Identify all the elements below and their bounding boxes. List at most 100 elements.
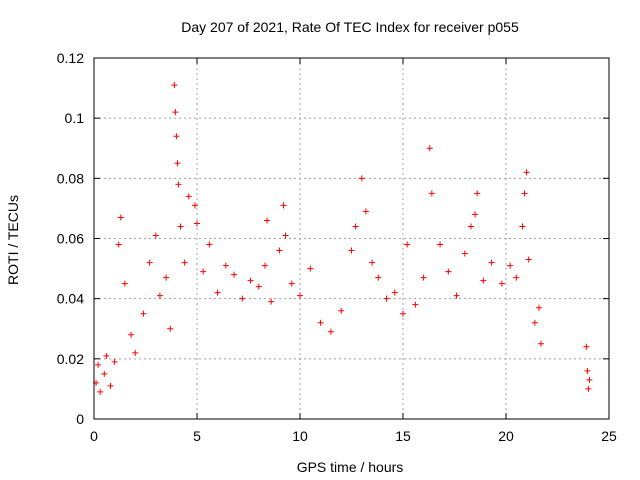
- data-point-marker: [338, 307, 345, 314]
- data-point-marker: [472, 211, 479, 218]
- data-point-marker: [146, 259, 153, 266]
- data-point-marker: [348, 247, 355, 254]
- data-point-marker: [115, 241, 122, 248]
- data-point-marker: [117, 214, 124, 221]
- data-point-marker: [175, 181, 182, 188]
- data-point-marker: [247, 277, 254, 284]
- data-point-marker: [362, 208, 369, 215]
- data-point-marker: [488, 259, 495, 266]
- data-point-marker: [383, 295, 390, 302]
- data-point-marker: [152, 232, 159, 239]
- data-point-marker: [327, 328, 334, 335]
- x-tick-label: 5: [193, 428, 201, 444]
- data-point-marker: [467, 223, 474, 230]
- data-point-marker: [191, 202, 198, 209]
- data-point-marker: [391, 289, 398, 296]
- data-point-marker: [276, 247, 283, 254]
- data-point-marker: [453, 292, 460, 299]
- data-point-marker: [513, 274, 520, 281]
- data-point-marker: [437, 241, 444, 248]
- x-axis-title: GPS time / hours: [297, 459, 404, 475]
- data-point-marker: [103, 352, 110, 359]
- y-tick-label: 0.1: [65, 110, 85, 126]
- data-point-marker: [171, 82, 178, 89]
- data-point-marker: [583, 343, 590, 350]
- grid-lines: [94, 58, 609, 419]
- data-point-marker: [521, 190, 528, 197]
- data-point-marker: [584, 367, 591, 374]
- y-tick-label: 0: [76, 411, 84, 427]
- y-tick-label: 0.04: [57, 291, 84, 307]
- data-point-marker: [231, 271, 238, 278]
- data-point-marker: [261, 262, 268, 269]
- data-points: [93, 82, 593, 395]
- data-point-marker: [111, 358, 118, 365]
- data-point-marker: [404, 241, 411, 248]
- data-point-marker: [307, 265, 314, 272]
- x-tick-label: 10: [292, 428, 308, 444]
- data-point-marker: [297, 292, 303, 299]
- data-point-marker: [156, 292, 163, 299]
- data-point-marker: [420, 274, 427, 281]
- data-point-marker: [206, 241, 213, 248]
- y-tick-labels: 0 0.02 0.04 0.06 0.08 0.1 0.12: [57, 50, 84, 427]
- data-point-marker: [181, 259, 188, 266]
- data-point-marker: [132, 349, 139, 356]
- data-point-marker: [498, 280, 505, 287]
- data-point-marker: [107, 382, 114, 389]
- data-point-marker: [523, 169, 530, 176]
- data-point-marker: [538, 340, 545, 347]
- data-point-marker: [163, 274, 170, 281]
- x-tick-label: 25: [601, 428, 617, 444]
- data-point-marker: [194, 220, 200, 227]
- x-tick-label: 0: [90, 428, 98, 444]
- data-point-marker: [97, 388, 104, 395]
- data-point-marker: [369, 259, 376, 266]
- data-point-marker: [101, 370, 108, 377]
- data-point-marker: [519, 223, 526, 230]
- x-tick-labels: 0 5 10 15 20 25: [90, 428, 617, 444]
- y-tick-label: 0.08: [57, 170, 84, 186]
- data-point-marker: [531, 319, 538, 326]
- y-tick-label: 0.02: [57, 351, 84, 367]
- data-point-marker: [428, 190, 435, 197]
- data-point-marker: [140, 310, 147, 317]
- data-point-marker: [375, 274, 382, 281]
- x-tick-label: 15: [395, 428, 411, 444]
- data-point-marker: [461, 250, 468, 257]
- data-point-marker: [177, 223, 184, 230]
- data-point-marker: [214, 289, 221, 296]
- data-point-marker: [317, 319, 324, 326]
- data-point-marker: [535, 304, 542, 311]
- data-point-marker: [280, 202, 287, 209]
- data-point-marker: [480, 277, 487, 284]
- axis-ticks: [93, 57, 610, 420]
- data-point-marker: [445, 268, 452, 275]
- data-point-marker: [474, 190, 481, 197]
- data-point-marker: [264, 217, 271, 224]
- y-axis-title: ROTI / TECUs: [5, 195, 21, 285]
- data-point-marker: [222, 262, 229, 269]
- data-point-marker: [200, 268, 207, 275]
- data-point-marker: [174, 160, 181, 167]
- data-point-marker: [172, 109, 179, 116]
- data-point-marker: [268, 298, 275, 305]
- data-point-marker: [525, 256, 532, 263]
- data-point-marker: [95, 361, 102, 368]
- y-tick-label: 0.12: [57, 50, 84, 66]
- data-point-marker: [507, 262, 514, 269]
- data-point-marker: [400, 310, 406, 317]
- data-point-marker: [173, 133, 180, 140]
- data-point-marker: [121, 280, 128, 287]
- y-tick-label: 0.06: [57, 231, 84, 247]
- data-point-marker: [412, 301, 419, 308]
- data-point-marker: [167, 325, 174, 332]
- data-point-marker: [426, 145, 433, 152]
- data-point-marker: [185, 193, 192, 200]
- data-point-marker: [352, 223, 359, 230]
- data-point-marker: [239, 295, 246, 302]
- data-point-marker: [585, 385, 592, 392]
- data-point-marker: [282, 232, 289, 239]
- data-point-marker: [358, 175, 365, 182]
